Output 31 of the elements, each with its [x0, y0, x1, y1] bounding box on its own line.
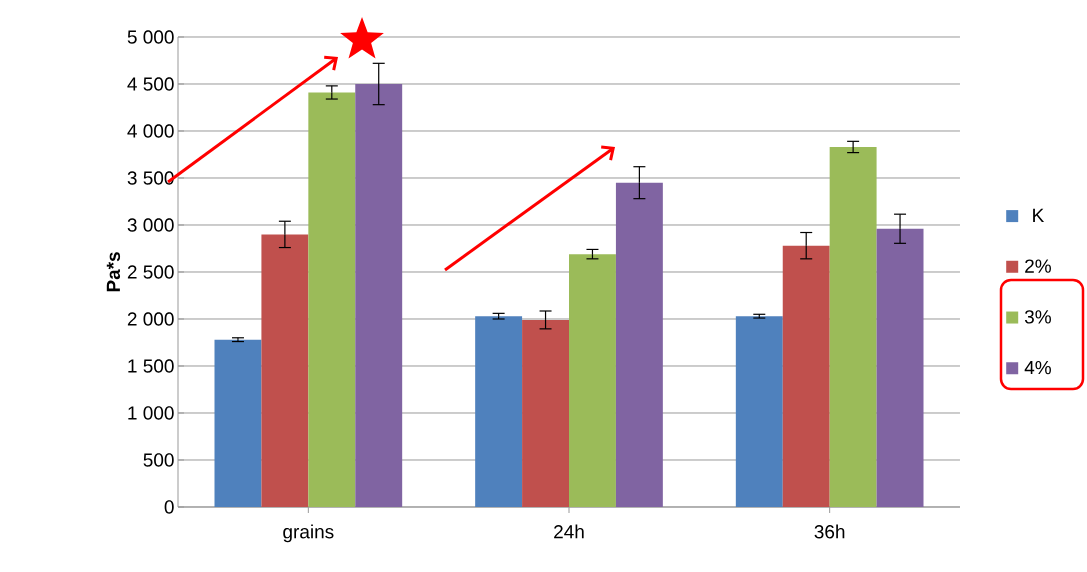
x-tick-label: 36h [814, 524, 845, 539]
legend-label: 2% [1025, 259, 1051, 273]
legend-label: 3% [1024, 310, 1051, 324]
y-tick-label: 1 500 [128, 359, 174, 373]
y-tick-label: 1 000 [128, 406, 174, 420]
legend-label: 4% [1024, 360, 1051, 375]
bar [876, 228, 924, 507]
y-tick-label: 4 000 [127, 124, 174, 138]
y-tick-label: 5 000 [127, 30, 174, 44]
bar [261, 234, 309, 507]
y-tick-label: 4 500 [127, 77, 174, 91]
bar [569, 254, 616, 507]
y-tick-label: 500 [143, 453, 174, 467]
y-tick-label: 2 000 [127, 312, 174, 326]
y-tick-label: 3 000 [127, 218, 174, 232]
x-tick-label: 24h [554, 524, 584, 539]
x-tick-label: grains [283, 524, 334, 543]
y-tick-label: 2 500 [127, 265, 174, 279]
bar [735, 316, 783, 507]
bar [782, 245, 830, 507]
bar [475, 316, 523, 507]
y-axis-title: Pa*s [106, 252, 121, 292]
bar [308, 92, 356, 507]
bar [214, 339, 262, 507]
bar [355, 84, 403, 507]
bar [522, 319, 569, 507]
y-tick-label: 0 [164, 500, 174, 514]
legend-label: K [1033, 208, 1045, 222]
bar [615, 182, 663, 507]
bar [829, 146, 877, 507]
y-tick-label: 3 500 [127, 171, 174, 185]
